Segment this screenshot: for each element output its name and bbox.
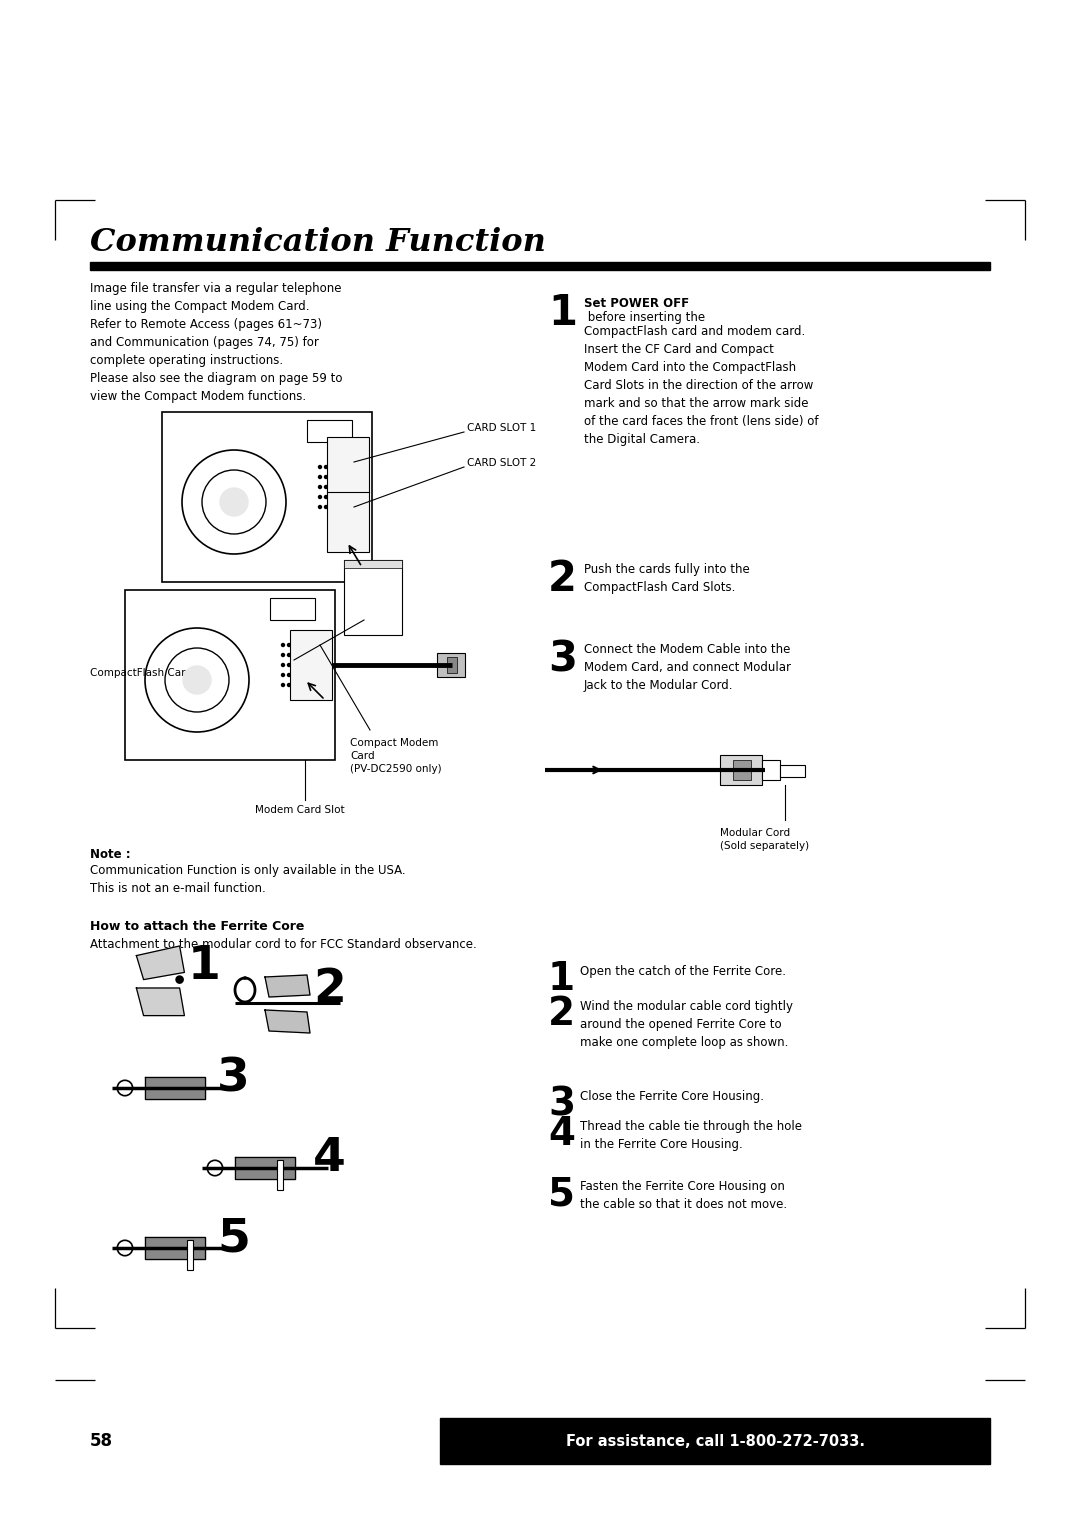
Bar (762, 759, 780, 779)
Bar (437, 652, 465, 677)
Circle shape (287, 643, 291, 646)
Bar (345, 559, 402, 568)
Text: 4: 4 (548, 1115, 575, 1154)
Circle shape (282, 643, 284, 646)
Text: 1: 1 (188, 944, 221, 989)
Text: CARD SLOT 2: CARD SLOT 2 (467, 458, 537, 468)
Bar (270, 597, 315, 620)
Text: 5: 5 (217, 1216, 249, 1261)
Text: How to attach the Ferrite Core: How to attach the Ferrite Core (90, 920, 305, 934)
Bar (162, 413, 372, 582)
Circle shape (319, 475, 322, 478)
Circle shape (287, 683, 291, 686)
Text: Compact Modem
Card
(PV-DC2590 only): Compact Modem Card (PV-DC2590 only) (350, 738, 442, 775)
Circle shape (324, 506, 327, 509)
Text: Set POWER OFF: Set POWER OFF (584, 296, 689, 310)
Circle shape (324, 495, 327, 498)
Text: 2: 2 (548, 995, 576, 1033)
Circle shape (319, 466, 322, 469)
Circle shape (294, 643, 297, 646)
Circle shape (330, 486, 334, 489)
Bar (291, 630, 332, 700)
Bar (440, 1418, 990, 1464)
Text: 2: 2 (313, 967, 346, 1012)
Text: 1: 1 (548, 292, 577, 335)
Bar (307, 420, 352, 442)
Circle shape (282, 683, 284, 686)
Text: 5: 5 (548, 1175, 575, 1213)
Text: CompactFlash Card: CompactFlash Card (90, 668, 192, 678)
Text: Connect the Modem Cable into the
Modem Card, and connect Modular
Jack to the Mod: Connect the Modem Cable into the Modem C… (584, 643, 791, 692)
Text: CompactFlash card and modem card.
Insert the CF Card and Compact
Modem Card into: CompactFlash card and modem card. Insert… (584, 325, 819, 446)
Text: before inserting the: before inserting the (584, 312, 705, 324)
Circle shape (324, 466, 327, 469)
Polygon shape (136, 946, 185, 979)
Circle shape (294, 674, 297, 677)
Text: Image file transfer via a regular telephone
line using the Compact Modem Card.
R: Image file transfer via a regular teleph… (90, 283, 342, 403)
Bar (447, 657, 457, 672)
Bar (276, 1160, 283, 1190)
Polygon shape (145, 1077, 205, 1099)
Bar (187, 1241, 193, 1270)
Circle shape (282, 663, 284, 666)
Text: Thread the cable tie through the hole
in the Ferrite Core Housing.: Thread the cable tie through the hole in… (580, 1120, 802, 1151)
Polygon shape (234, 1157, 295, 1180)
Circle shape (330, 466, 334, 469)
Bar (720, 755, 762, 785)
Text: Open the catch of the Ferrite Core.: Open the catch of the Ferrite Core. (580, 966, 786, 978)
Text: 1: 1 (548, 960, 576, 998)
Text: 3: 3 (548, 639, 577, 680)
Circle shape (282, 674, 284, 677)
Text: 58: 58 (90, 1432, 113, 1450)
Bar (733, 759, 751, 779)
Bar (345, 559, 402, 636)
Polygon shape (136, 989, 185, 1016)
Circle shape (324, 475, 327, 478)
Text: 3: 3 (548, 1085, 576, 1123)
Text: 4: 4 (313, 1135, 346, 1181)
Circle shape (287, 674, 291, 677)
Text: Note :: Note : (90, 848, 131, 860)
Polygon shape (265, 1010, 310, 1033)
Circle shape (294, 683, 297, 686)
Circle shape (176, 976, 184, 983)
Text: Modular Cord
(Sold separately): Modular Cord (Sold separately) (720, 828, 809, 851)
Circle shape (330, 475, 334, 478)
Circle shape (287, 654, 291, 657)
Circle shape (330, 506, 334, 509)
Text: Modem Card Slot: Modem Card Slot (255, 805, 345, 814)
Circle shape (319, 506, 322, 509)
Text: Close the Ferrite Core Housing.: Close the Ferrite Core Housing. (580, 1089, 764, 1103)
Polygon shape (265, 975, 310, 996)
Polygon shape (145, 1238, 205, 1259)
Circle shape (294, 663, 297, 666)
Circle shape (183, 666, 211, 694)
Circle shape (319, 486, 322, 489)
Bar (90, 261, 990, 270)
Text: Wind the modular cable cord tightly
around the opened Ferrite Core to
make one c: Wind the modular cable cord tightly arou… (580, 999, 793, 1050)
Text: CARD SLOT 1: CARD SLOT 1 (467, 423, 537, 432)
Circle shape (294, 654, 297, 657)
Circle shape (220, 487, 248, 516)
Circle shape (330, 495, 334, 498)
Circle shape (287, 663, 291, 666)
Text: Communication Function is only available in the USA.
This is not an e-mail funct: Communication Function is only available… (90, 863, 406, 895)
Text: Push the cards fully into the
CompactFlash Card Slots.: Push the cards fully into the CompactFla… (584, 562, 750, 594)
Text: 3: 3 (217, 1056, 249, 1102)
Circle shape (282, 654, 284, 657)
Bar (327, 437, 369, 552)
Text: Fasten the Ferrite Core Housing on
the cable so that it does not move.: Fasten the Ferrite Core Housing on the c… (580, 1180, 787, 1212)
Text: Attachment to the modular cord to for FCC Standard observance.: Attachment to the modular cord to for FC… (90, 938, 476, 950)
Bar (780, 766, 805, 778)
Bar (125, 590, 335, 759)
Text: For assistance, call 1-800-272-7033.: For assistance, call 1-800-272-7033. (566, 1433, 864, 1449)
Text: Communication Function: Communication Function (90, 228, 545, 258)
Text: 2: 2 (548, 558, 577, 601)
Circle shape (319, 495, 322, 498)
Circle shape (324, 486, 327, 489)
